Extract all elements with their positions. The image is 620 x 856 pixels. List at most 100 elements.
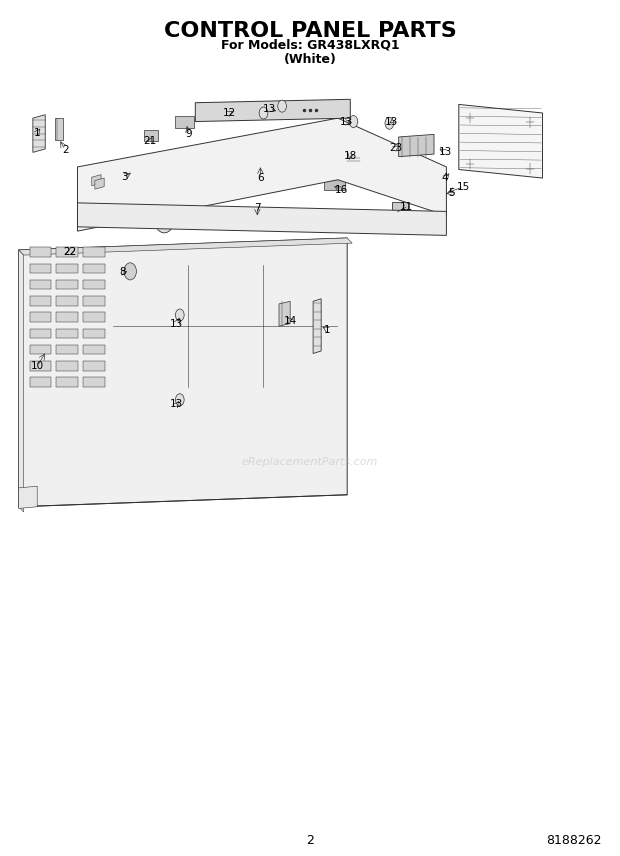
Bar xyxy=(144,130,158,141)
Text: 16: 16 xyxy=(334,185,348,195)
Bar xyxy=(392,202,408,217)
Polygon shape xyxy=(19,238,352,255)
Text: 2: 2 xyxy=(306,834,314,847)
Circle shape xyxy=(526,163,534,174)
Bar xyxy=(30,329,51,338)
Circle shape xyxy=(221,158,226,164)
Ellipse shape xyxy=(360,219,378,228)
Circle shape xyxy=(230,158,235,164)
Text: 11: 11 xyxy=(399,202,413,212)
Text: 8: 8 xyxy=(120,267,126,277)
Polygon shape xyxy=(19,250,24,512)
Polygon shape xyxy=(195,99,350,122)
Bar xyxy=(30,264,51,273)
Bar xyxy=(30,345,51,354)
Bar xyxy=(83,312,105,322)
Text: For Models: GR438LXRQ1: For Models: GR438LXRQ1 xyxy=(221,39,399,51)
Bar xyxy=(56,312,78,322)
Text: 4: 4 xyxy=(442,173,448,183)
Polygon shape xyxy=(399,134,434,157)
Text: 7: 7 xyxy=(254,203,260,213)
Circle shape xyxy=(124,263,136,280)
Bar xyxy=(30,280,51,289)
Text: 13: 13 xyxy=(170,318,184,329)
Circle shape xyxy=(239,158,244,164)
Bar xyxy=(30,312,51,322)
Text: 22: 22 xyxy=(63,247,76,257)
Ellipse shape xyxy=(100,187,117,197)
Text: CONTROL PANEL PARTS: CONTROL PANEL PARTS xyxy=(164,21,456,41)
Bar xyxy=(83,377,105,387)
Polygon shape xyxy=(19,486,37,508)
Circle shape xyxy=(466,159,474,169)
Text: 13: 13 xyxy=(438,147,452,158)
Circle shape xyxy=(270,158,275,164)
Bar xyxy=(56,329,78,338)
Circle shape xyxy=(385,117,394,129)
Polygon shape xyxy=(92,175,101,186)
Text: 3: 3 xyxy=(121,172,127,182)
Bar xyxy=(56,377,78,387)
Circle shape xyxy=(234,105,240,114)
Bar xyxy=(83,280,105,289)
Bar xyxy=(211,149,329,173)
Bar xyxy=(83,264,105,273)
Text: 1: 1 xyxy=(34,128,40,138)
Bar xyxy=(30,296,51,306)
Bar xyxy=(113,265,337,387)
Bar xyxy=(406,217,420,228)
Bar xyxy=(83,329,105,338)
Circle shape xyxy=(175,309,184,321)
Polygon shape xyxy=(95,178,104,189)
Text: 15: 15 xyxy=(457,181,471,192)
Text: 13: 13 xyxy=(263,104,277,114)
Text: 8188262: 8188262 xyxy=(546,834,601,847)
Bar xyxy=(434,187,446,197)
Bar xyxy=(56,264,78,273)
Bar xyxy=(55,118,63,140)
Circle shape xyxy=(175,394,184,406)
Bar xyxy=(56,345,78,354)
Text: 13: 13 xyxy=(170,399,184,409)
Text: 18: 18 xyxy=(343,151,357,161)
Text: eReplacementParts.com: eReplacementParts.com xyxy=(242,457,378,467)
Bar xyxy=(56,280,78,289)
Bar xyxy=(30,247,51,257)
Bar xyxy=(56,296,78,306)
Ellipse shape xyxy=(115,193,127,201)
Text: 6: 6 xyxy=(257,173,264,183)
Bar xyxy=(30,377,51,387)
Polygon shape xyxy=(78,118,446,231)
Bar xyxy=(254,104,294,116)
Text: 2: 2 xyxy=(62,145,68,155)
Polygon shape xyxy=(279,301,290,326)
Bar xyxy=(223,105,229,116)
Bar xyxy=(83,247,105,257)
Bar xyxy=(205,105,211,116)
Text: 9: 9 xyxy=(186,129,192,140)
Polygon shape xyxy=(19,238,347,507)
Text: 13: 13 xyxy=(339,117,353,128)
Circle shape xyxy=(258,158,263,164)
Polygon shape xyxy=(459,104,542,178)
Circle shape xyxy=(278,100,286,112)
Bar xyxy=(83,296,105,306)
Circle shape xyxy=(242,105,248,114)
Polygon shape xyxy=(313,299,321,354)
Ellipse shape xyxy=(388,221,400,228)
Text: 5: 5 xyxy=(448,187,454,198)
Bar xyxy=(56,361,78,371)
Circle shape xyxy=(249,158,254,164)
Bar xyxy=(175,116,194,128)
Circle shape xyxy=(259,107,268,119)
Text: 1: 1 xyxy=(324,324,330,335)
Bar xyxy=(214,105,220,116)
Circle shape xyxy=(349,116,358,128)
Circle shape xyxy=(283,158,288,164)
Bar xyxy=(83,361,105,371)
Text: 13: 13 xyxy=(385,116,399,127)
Bar xyxy=(83,345,105,354)
Polygon shape xyxy=(33,115,45,152)
Text: 12: 12 xyxy=(223,108,236,118)
Circle shape xyxy=(292,158,297,164)
